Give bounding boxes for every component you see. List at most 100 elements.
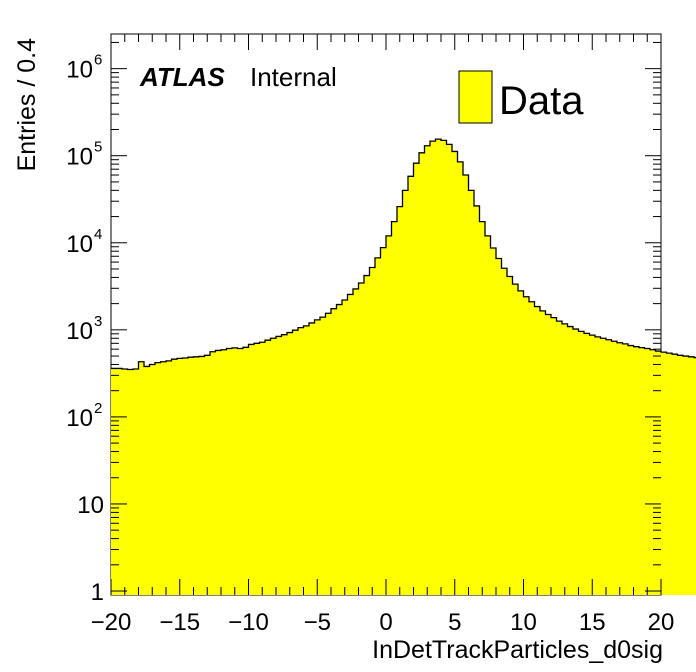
x-axis-ticks: −20 −15 −10 −5 0 5 10 15 20	[91, 34, 674, 636]
histogram-bin	[661, 352, 667, 595]
histogram-bin	[320, 317, 326, 595]
y-tick-label: 10	[66, 144, 93, 171]
histogram-bin	[254, 343, 260, 595]
histogram-bin	[122, 368, 128, 595]
histogram-bin	[463, 175, 469, 596]
x-tick-label: −10	[228, 609, 269, 636]
histogram-bin	[138, 361, 145, 595]
histogram-bin	[204, 355, 211, 595]
histogram-bin	[655, 351, 662, 595]
atlas-label: ATLAS	[139, 62, 225, 92]
histogram-bin	[331, 308, 337, 595]
histogram-bin	[501, 268, 508, 595]
x-tick-label: 15	[579, 609, 606, 636]
y-tick-label: 10	[66, 231, 93, 258]
histogram-bin	[468, 190, 475, 595]
histogram-bin	[397, 206, 403, 595]
histogram-bin	[540, 310, 546, 595]
y-tick-label: 10	[66, 57, 93, 84]
histogram-bin	[589, 335, 596, 595]
histogram-bin	[276, 336, 282, 595]
y-axis-title: Entries / 0.4	[13, 38, 41, 171]
histogram-bin	[215, 350, 222, 595]
histogram-bin	[628, 345, 634, 595]
histogram-bin	[639, 347, 645, 595]
y-tick-exponent: 4	[94, 226, 102, 243]
histogram-bin	[325, 313, 332, 595]
y-tick-exponent: 3	[94, 313, 102, 330]
histogram-bin	[336, 304, 343, 595]
histogram-bin	[452, 151, 458, 595]
histogram-bin	[116, 368, 123, 595]
histogram-bin	[210, 351, 216, 595]
histogram-bin	[149, 364, 156, 595]
y-tick-label: 10	[66, 405, 93, 432]
histogram-bin	[650, 349, 656, 595]
legend-label-data: Data	[499, 79, 584, 123]
histogram-bin	[347, 294, 354, 595]
histogram-bin	[127, 369, 134, 595]
x-tick-label: 0	[379, 609, 392, 636]
x-tick-label: −15	[159, 609, 200, 636]
histogram-bin	[441, 140, 447, 595]
histogram-bin	[259, 342, 266, 595]
histogram-bin	[232, 347, 238, 595]
histogram-bin	[237, 348, 244, 595]
histogram-bin	[534, 306, 541, 595]
histogram-bin	[644, 348, 651, 595]
histogram-bin	[611, 341, 618, 595]
histogram-bin	[556, 321, 563, 595]
histogram-bin	[188, 357, 194, 595]
histogram-bin	[375, 257, 381, 595]
histogram-bin	[457, 161, 464, 595]
histogram-bin	[364, 275, 370, 595]
histogram-bin	[617, 342, 623, 595]
histogram-bin	[435, 139, 442, 595]
histogram-bin	[369, 267, 376, 595]
histogram-bin	[160, 361, 167, 595]
histogram-bin	[529, 301, 535, 595]
histogram-bin	[248, 344, 255, 595]
histogram-bin	[688, 356, 695, 595]
histogram-bin	[133, 368, 139, 595]
x-tick-label: 10	[510, 609, 537, 636]
x-tick-label: −5	[304, 609, 331, 636]
histogram-bin	[567, 326, 574, 595]
histogram-bin	[111, 368, 117, 595]
histogram-bin	[402, 190, 409, 595]
histogram-bin	[490, 248, 497, 595]
histogram-bin	[199, 356, 205, 595]
y-tick-label: 1	[91, 579, 104, 606]
histogram-bin	[298, 327, 304, 595]
histogram-bin	[314, 319, 321, 595]
histogram-bin	[226, 348, 233, 595]
histogram-bin	[358, 283, 365, 595]
histogram-bin	[287, 332, 293, 595]
x-tick-label: 5	[448, 609, 461, 636]
histogram-bin	[408, 176, 414, 595]
y-tick-exponent: 2	[94, 400, 102, 417]
y-tick-label: 10	[77, 492, 104, 519]
histogram-bin	[281, 334, 288, 595]
histogram-bin	[342, 300, 348, 595]
histogram-bin	[694, 357, 696, 595]
histogram-bin	[144, 366, 150, 595]
histogram-bin	[193, 356, 200, 595]
atlas-status-label: Internal	[250, 62, 337, 92]
histogram-bin	[633, 346, 640, 595]
histogram-bin	[265, 340, 271, 595]
histogram-bin	[413, 163, 420, 595]
histogram-bin	[551, 317, 557, 595]
histogram-bin	[677, 355, 684, 595]
histogram-bin	[424, 145, 431, 595]
histogram-bin	[182, 357, 189, 595]
histogram-bin	[523, 296, 530, 595]
histogram-bin	[353, 288, 359, 595]
histogram-bin	[419, 152, 425, 596]
histogram-bin	[672, 354, 678, 595]
histogram-bin	[171, 359, 178, 595]
histogram-bin	[391, 221, 398, 595]
histogram-bars	[111, 139, 696, 596]
